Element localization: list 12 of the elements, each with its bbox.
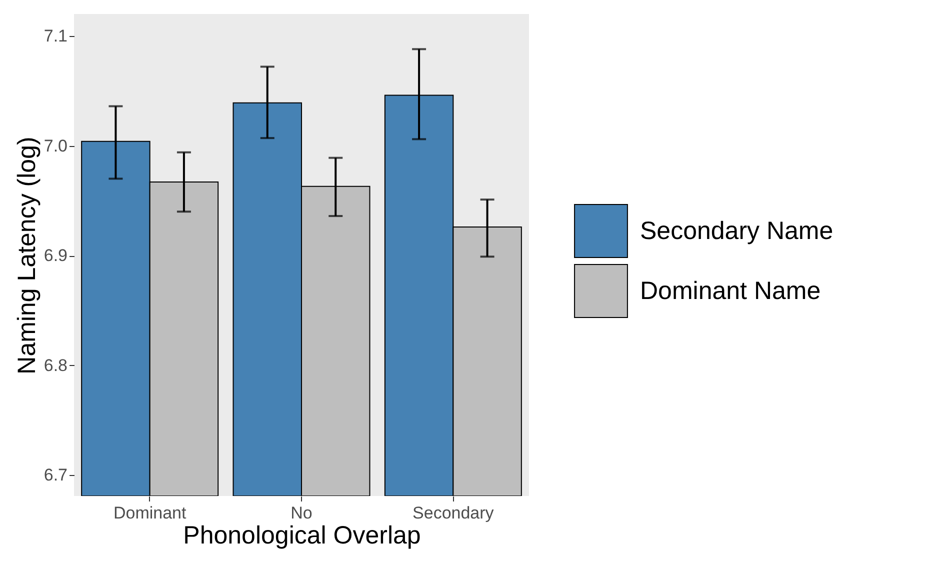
x-tick-label: Secondary — [412, 504, 494, 522]
y-tick-label: 6.7 — [44, 466, 68, 485]
y-axis-title: Naming Latency (log) — [12, 136, 41, 374]
x-tick-label: No — [290, 504, 312, 522]
y-tick-label: 6.8 — [44, 356, 68, 375]
legend-label: Secondary Name — [640, 217, 834, 245]
x-axis-title: Phonological Overlap — [183, 522, 421, 550]
y-tick-label: 6.9 — [44, 246, 68, 266]
x-tick-label: Dominant — [113, 504, 186, 522]
legend-label: Dominant Name — [640, 277, 821, 305]
y-tick-label: 7.1 — [44, 26, 68, 46]
y-tick-label: 7.0 — [44, 136, 68, 156]
